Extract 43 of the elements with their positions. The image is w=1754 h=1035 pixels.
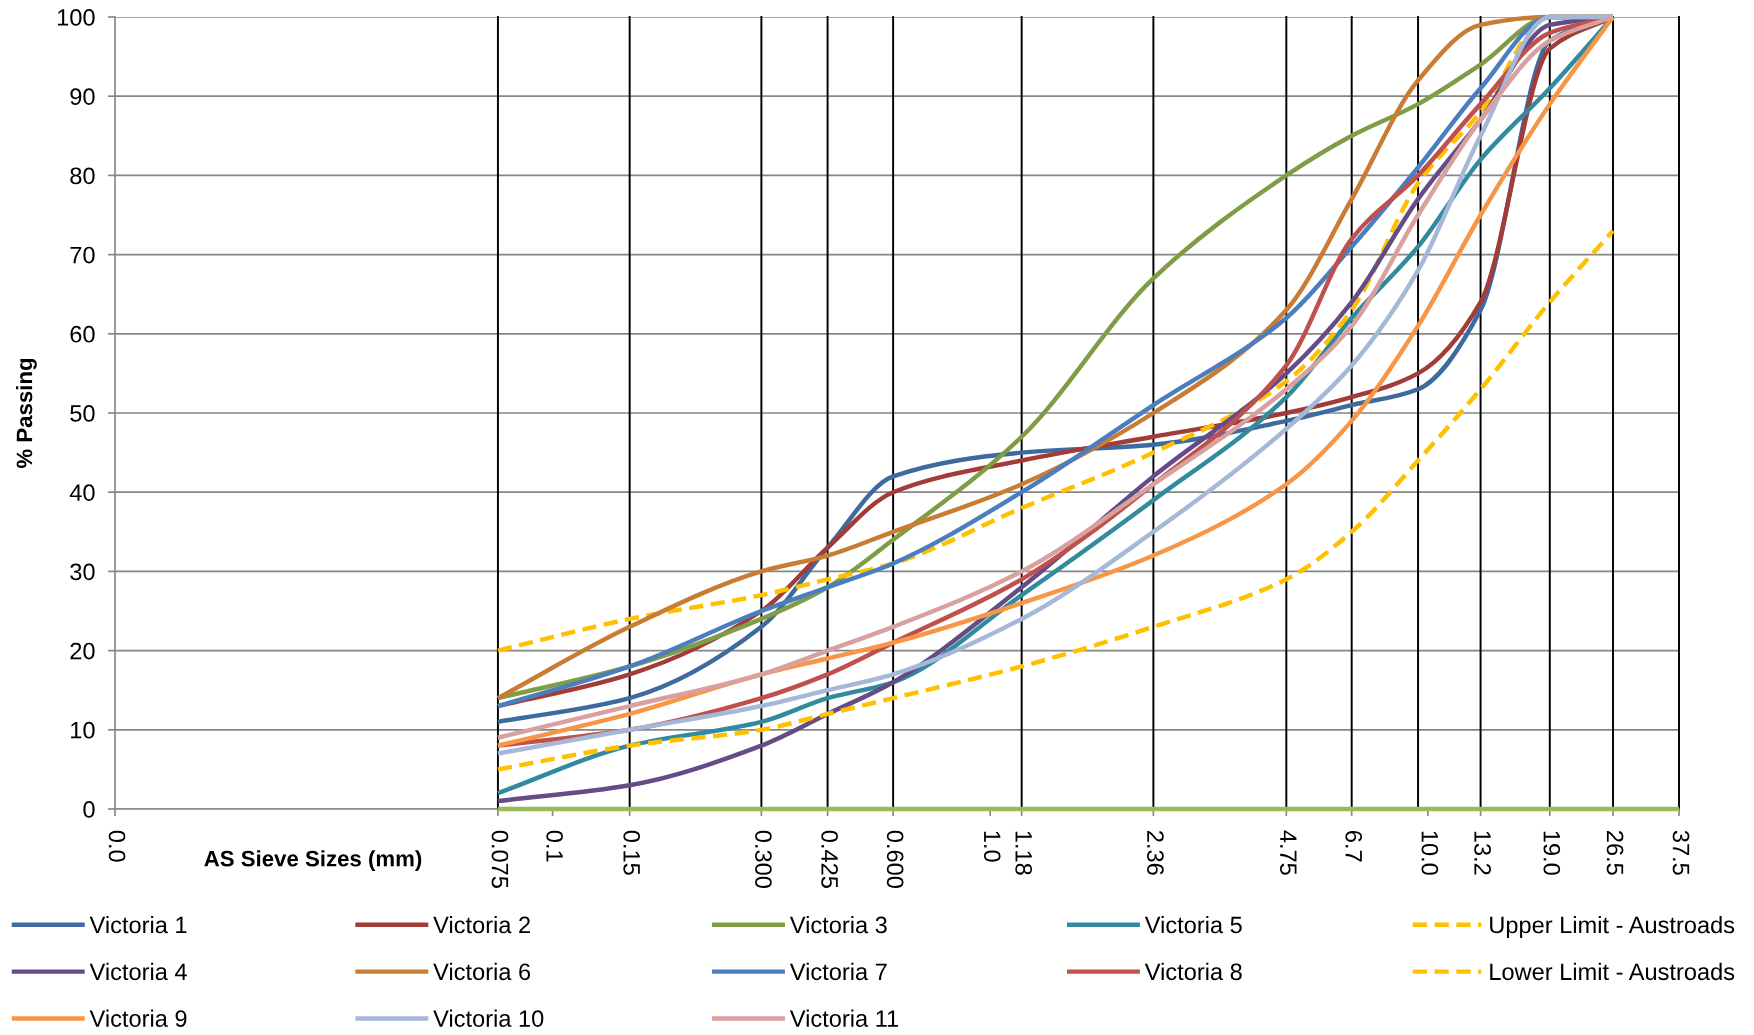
x-tick-label: 0.300: [755, 830, 772, 888]
legend-label: Victoria 10: [433, 1009, 544, 1027]
y-tick-label: 0: [83, 801, 95, 818]
y-tick-label: 30: [70, 563, 95, 581]
x-tick-label: 19.0: [1543, 831, 1561, 875]
y-tick-label: 50: [70, 405, 95, 422]
x-tick-label: 10.0: [1421, 831, 1439, 875]
x-tick-label: 2.36: [1147, 831, 1164, 875]
x-tick-label: 26.5: [1606, 831, 1624, 875]
y-tick-label: 90: [70, 88, 95, 105]
legend-label: Upper Limit - Austroads: [1490, 916, 1735, 939]
x-tick-label: 0.0: [108, 830, 126, 862]
x-tick-label: 0.1: [546, 830, 563, 862]
x-axis-title: AS Sieve Sizes (mm): [204, 850, 422, 871]
x-tick-label: 1.18: [1015, 831, 1033, 875]
x-tick-label: 0.425: [821, 830, 838, 888]
x-tick-label: 6.7: [1345, 831, 1363, 862]
legend-label: Victoria 8: [1144, 962, 1242, 981]
legend-label: Victoria 4: [89, 962, 187, 981]
y-tick-label: 20: [70, 642, 95, 660]
x-tick-label: 4.75: [1279, 830, 1297, 875]
x-tick-label: 0.15: [623, 830, 641, 875]
y-tick-label: 80: [70, 167, 95, 185]
x-tick-label: 0.075: [491, 830, 509, 888]
legend-label: Victoria 6: [433, 962, 531, 981]
y-tick-label: 10: [71, 721, 95, 739]
legend-label: Victoria 3: [789, 916, 887, 934]
y-tick-label: 40: [69, 484, 95, 501]
legend-label: Victoria 2: [433, 916, 530, 934]
x-tick-label: 37.5: [1672, 830, 1690, 875]
x-tick-label: 0.600: [886, 830, 904, 888]
legend-label: Victoria 11: [789, 1009, 899, 1027]
x-tick-label: 13.2: [1474, 831, 1491, 875]
y-axis-title: % Passing: [15, 358, 37, 469]
legend-label: Victoria 7: [789, 962, 887, 981]
x-tick-label: 1.0: [983, 831, 1001, 862]
y-tick-label: 100: [57, 9, 95, 26]
y-tick-label: 60: [70, 325, 95, 343]
legend-label: Victoria 1: [89, 916, 187, 934]
legend-label: Lower Limit - Austroads: [1490, 962, 1735, 981]
y-tick-label: 70: [70, 246, 95, 264]
legend-label: Victoria 9: [89, 1009, 187, 1027]
legend-label: Victoria 5: [1144, 916, 1242, 934]
